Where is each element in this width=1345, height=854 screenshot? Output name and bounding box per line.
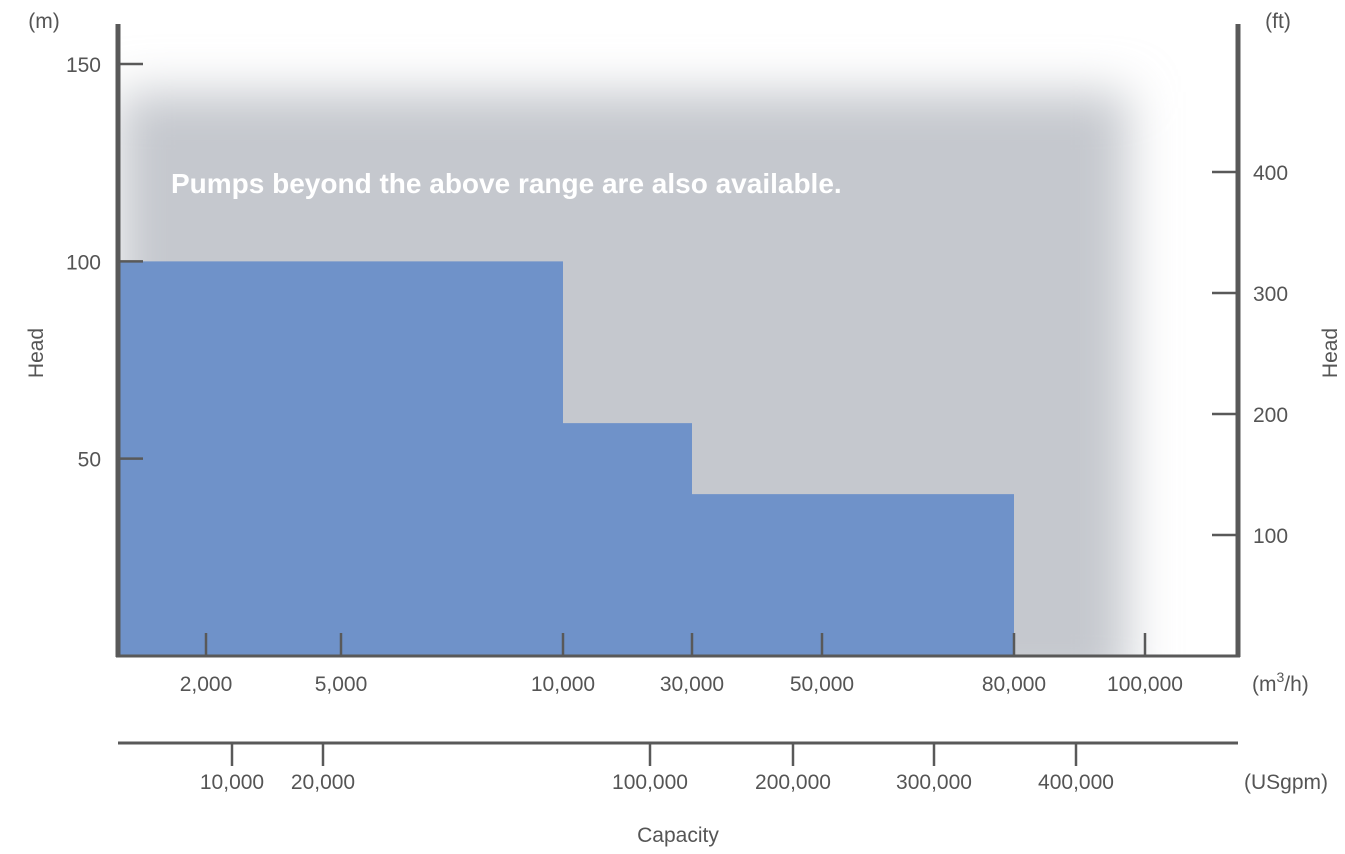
primary-x-ticks: 2,000 5,000 10,000 30,000 50,000 80,000 100,00… <box>180 633 1183 696</box>
x-axis-label: Capacity <box>637 824 719 847</box>
secondary-x-tick-label: 300,000 <box>896 771 972 794</box>
right-y-ticks: 100 200 300 400 <box>1212 162 1288 548</box>
secondary-x-tick-label: 100,000 <box>612 771 688 794</box>
x-primary-unit-base: (m <box>1252 673 1277 696</box>
primary-x-tick-label: 30,000 <box>660 673 724 696</box>
right-y-tick-label: 100 <box>1253 525 1288 548</box>
x-primary-unit: (m3/h) <box>1252 669 1309 696</box>
right-y-label: Head <box>1319 328 1342 378</box>
right-y-unit: (ft) <box>1265 10 1291 33</box>
left-y-label: Head <box>25 328 48 378</box>
left-y-tick-label: 150 <box>66 54 101 77</box>
right-y-tick-label: 200 <box>1253 404 1288 427</box>
left-y-unit: (m) <box>28 10 59 33</box>
coverage-area <box>118 261 1014 656</box>
secondary-x-ticks: 10,000 20,000 100,000 200,000 300,000 400,000 <box>200 743 1114 794</box>
right-y-tick-label: 300 <box>1253 283 1288 306</box>
right-y-tick-label: 400 <box>1253 162 1288 185</box>
secondary-x-tick-label: 20,000 <box>291 771 355 794</box>
left-y-tick-label: 100 <box>66 251 101 274</box>
x-primary-unit-end: /h) <box>1284 673 1309 696</box>
primary-x-tick-label: 5,000 <box>315 673 368 696</box>
secondary-x-tick-label: 200,000 <box>755 771 831 794</box>
primary-x-tick-label: 50,000 <box>790 673 854 696</box>
x-secondary-unit: (USgpm) <box>1244 771 1328 794</box>
primary-x-tick-label: 2,000 <box>180 673 233 696</box>
secondary-x-tick-label: 10,000 <box>200 771 264 794</box>
left-y-tick-label: 50 <box>78 449 101 472</box>
secondary-x-tick-label: 400,000 <box>1038 771 1114 794</box>
primary-x-tick-label: 10,000 <box>531 673 595 696</box>
primary-x-tick-label: 80,000 <box>982 673 1046 696</box>
x-primary-unit-sup: 3 <box>1277 669 1285 685</box>
primary-x-tick-label: 100,000 <box>1107 673 1183 696</box>
left-y-ticks: 50 100 150 <box>66 54 143 472</box>
range-annotation: Pumps beyond the above range are also av… <box>171 168 842 199</box>
